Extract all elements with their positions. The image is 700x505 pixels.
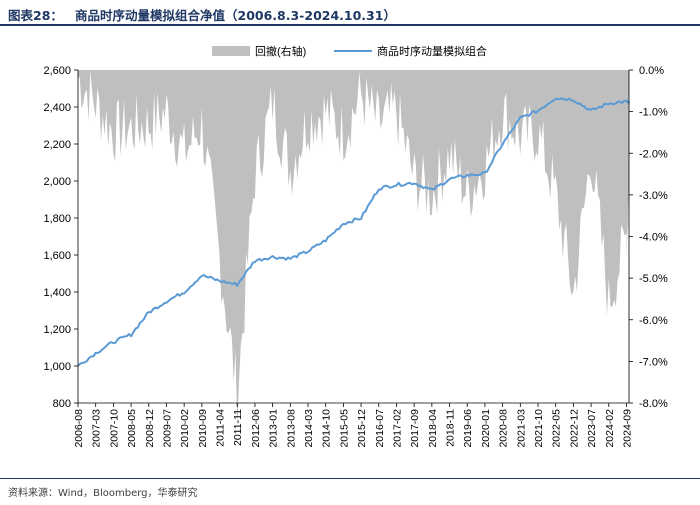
x-tick-label: 2008-12 bbox=[144, 409, 156, 448]
x-tick-label: 2006-08 bbox=[73, 409, 85, 448]
drawdown-area bbox=[78, 70, 629, 428]
right-tick-label: -4.0% bbox=[639, 232, 668, 244]
x-tick-label: 2013-08 bbox=[285, 409, 297, 448]
x-tick-label: 2022-05 bbox=[551, 409, 563, 448]
figure-title: 商品时序动量模拟组合净值（2006.8.3-2024.10.31） bbox=[75, 8, 396, 23]
legend-label-drawdown: 回撤(右轴) bbox=[255, 44, 306, 58]
plot-area: 2,600 2,400 2,200 2,000 1,800 1,600 1,400 1,200… bbox=[43, 65, 667, 448]
x-tick-label: 2012-06 bbox=[250, 409, 262, 448]
legend-label-nav: 商品时序动量模拟组合 bbox=[377, 44, 487, 58]
left-tick-label: 2,600 bbox=[43, 65, 71, 77]
x-tick-label: 2014-03 bbox=[303, 409, 315, 448]
x-tick-label: 2010-09 bbox=[197, 409, 209, 448]
x-tick-label: 2013-01 bbox=[268, 409, 280, 448]
footer-rule bbox=[0, 478, 700, 479]
x-tick-label: 2021-03 bbox=[515, 409, 527, 448]
x-tick-label: 2017-09 bbox=[409, 409, 421, 448]
right-tick-label: -5.0% bbox=[639, 273, 668, 285]
x-tick-label: 2010-02 bbox=[179, 409, 191, 448]
x-tick-label: 2011-11 bbox=[232, 409, 244, 446]
x-tick-label: 2019-06 bbox=[462, 409, 474, 448]
nav-drawdown-chart: 回撤(右轴) 商品时序动量模拟组合 2,600 2,400 2,200 2,000 1,… bbox=[43, 44, 667, 448]
left-tick-label: 2,400 bbox=[43, 102, 71, 114]
x-tick-label: 2017-02 bbox=[391, 409, 403, 448]
x-tick-label: 2007-10 bbox=[108, 409, 120, 448]
x-tick-label: 2011-04 bbox=[215, 409, 227, 447]
x-tick-label: 2015-05 bbox=[338, 409, 350, 448]
right-tick-label: 0.0% bbox=[639, 65, 664, 77]
x-tick-label: 2016-07 bbox=[374, 409, 386, 448]
left-tick-label: 800 bbox=[53, 398, 71, 410]
chart-legend: 回撤(右轴) 商品时序动量模拟组合 bbox=[212, 44, 487, 58]
header-rule bbox=[0, 24, 700, 26]
x-tick-label: 2024-09 bbox=[621, 409, 633, 448]
left-tick-label: 1,800 bbox=[43, 213, 71, 225]
x-tick-label: 2014-10 bbox=[321, 409, 333, 448]
x-tick-label: 2020-01 bbox=[480, 409, 492, 448]
left-tick-label: 1,400 bbox=[43, 287, 71, 299]
x-tick-label: 2021-10 bbox=[533, 409, 545, 448]
right-tick-label: -6.0% bbox=[639, 315, 668, 327]
nav-line bbox=[77, 97, 630, 367]
x-tick-label: 2015-12 bbox=[356, 409, 368, 448]
right-tick-label: -1.0% bbox=[639, 107, 668, 119]
x-tick-label: 2022-12 bbox=[568, 409, 580, 448]
legend-swatch-drawdown bbox=[212, 46, 250, 56]
x-tick-label: 2007-03 bbox=[91, 409, 103, 448]
right-tick-label: -7.0% bbox=[639, 356, 668, 368]
right-tick-label: -2.0% bbox=[639, 148, 668, 160]
right-tick-label: -3.0% bbox=[639, 190, 668, 202]
left-tick-label: 1,000 bbox=[43, 361, 71, 373]
left-tick-label: 1,600 bbox=[43, 250, 71, 262]
right-tick-label: -8.0% bbox=[639, 398, 668, 410]
x-tick-label: 2018-04 bbox=[427, 409, 439, 448]
x-tick-label: 2020-08 bbox=[498, 409, 510, 448]
source-note: 资料来源：Wind，Bloomberg，华泰研究 bbox=[8, 488, 198, 499]
x-tick-label: 2023-07 bbox=[586, 409, 598, 448]
figure-header: 图表28： 商品时序动量模拟组合净值（2006.8.3-2024.10.31） bbox=[0, 0, 700, 26]
x-tick-label: 2018-11 bbox=[445, 409, 457, 447]
figure-label: 图表28： bbox=[8, 8, 63, 23]
left-tick-label: 2,000 bbox=[43, 176, 71, 188]
left-tick-label: 1,200 bbox=[43, 324, 71, 336]
x-tick-label: 2024-02 bbox=[604, 409, 616, 448]
x-tick-label: 2009-07 bbox=[161, 409, 173, 448]
left-tick-label: 2,200 bbox=[43, 139, 71, 151]
x-tick-label: 2008-05 bbox=[126, 409, 138, 448]
